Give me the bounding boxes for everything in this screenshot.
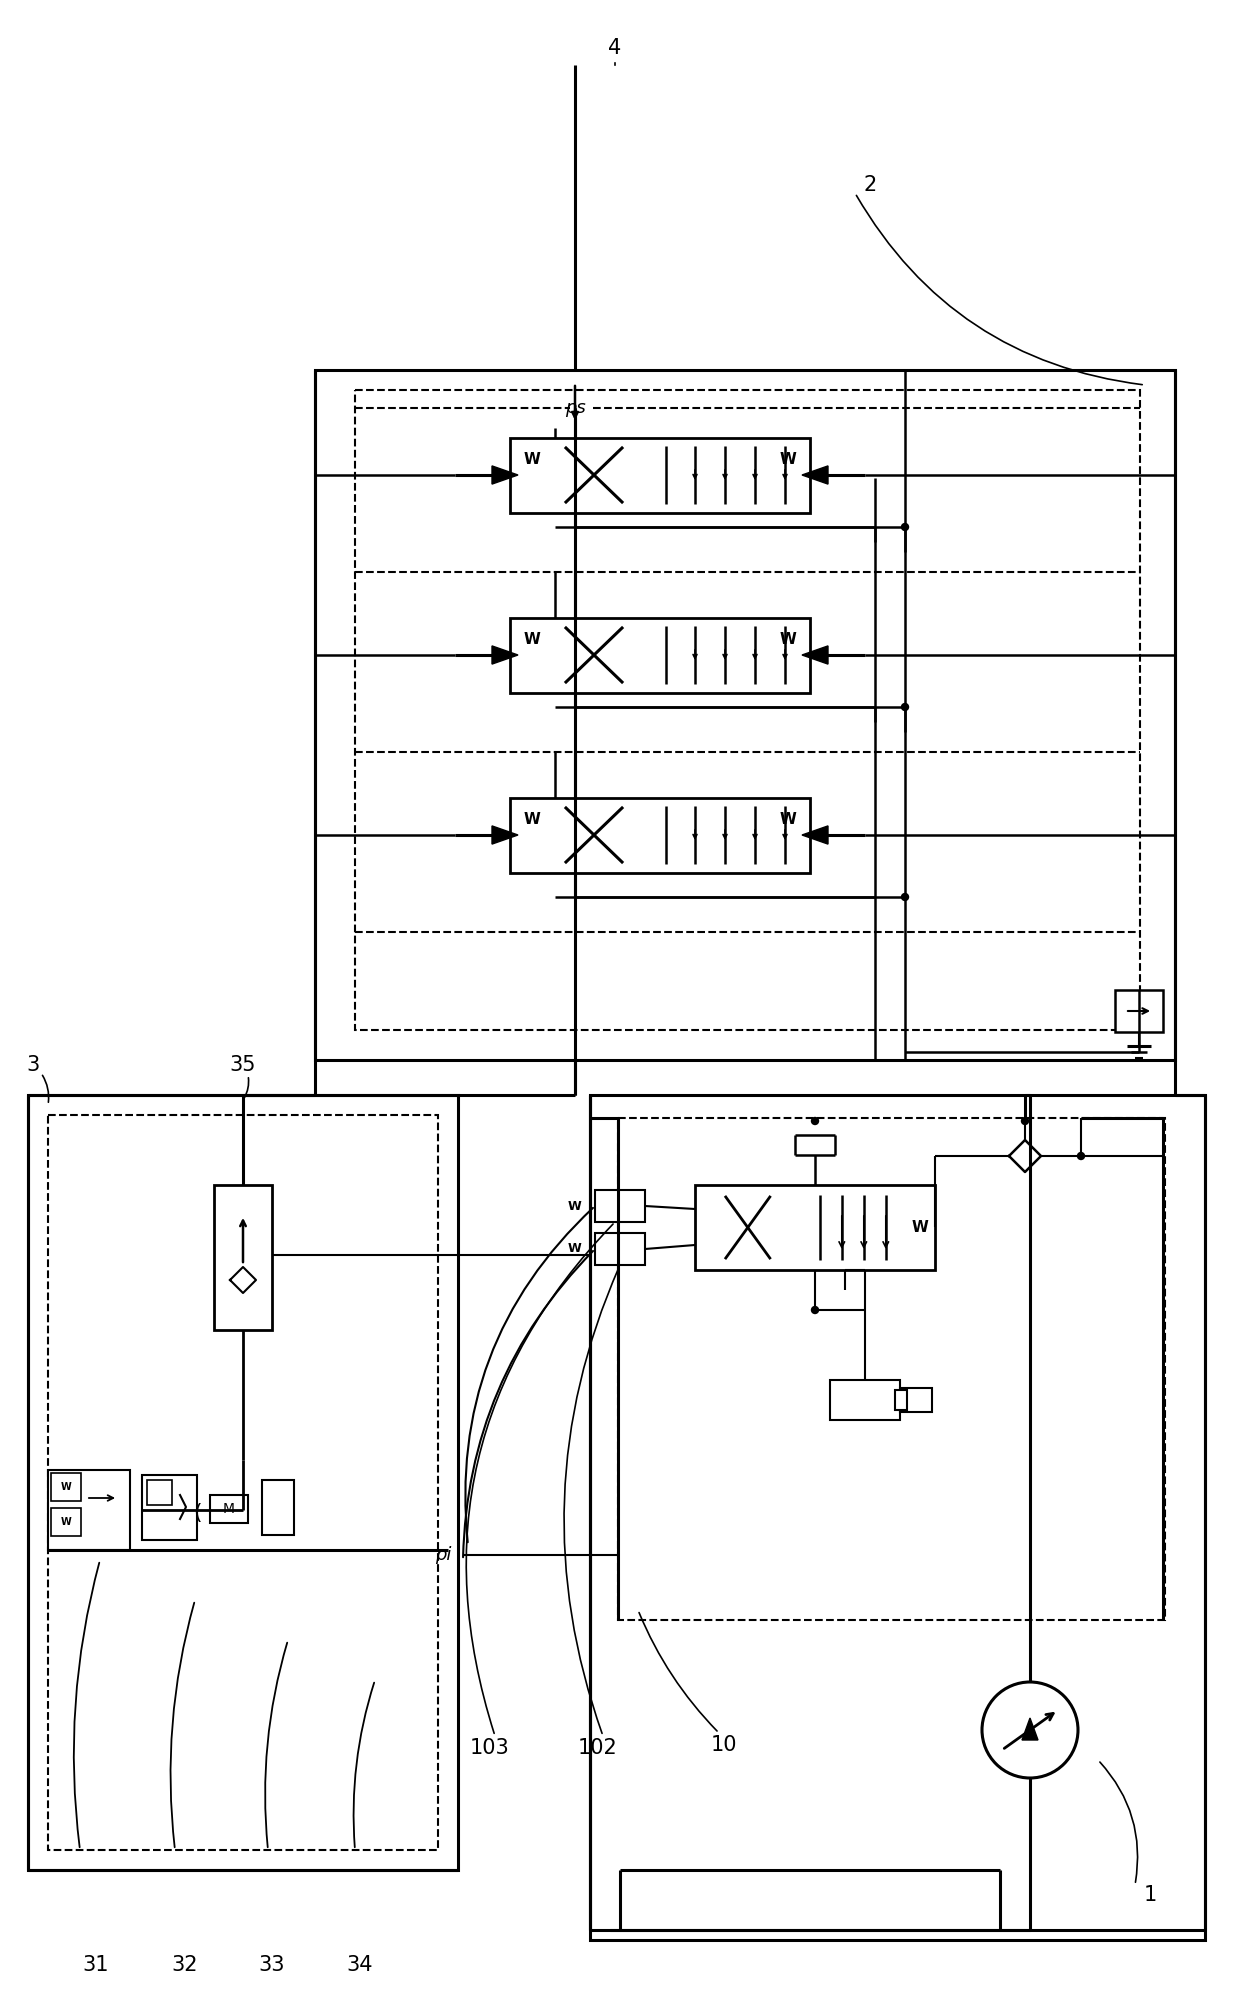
Text: 102: 102 [578, 1739, 618, 1759]
Bar [510, 798, 810, 872]
Text: 35: 35 [229, 1055, 257, 1075]
Text: 10: 10 [711, 1735, 738, 1755]
Bar [355, 390, 1140, 1031]
Bar [595, 1233, 645, 1265]
Text: pi: pi [435, 1547, 451, 1565]
Text: 3: 3 [26, 1055, 40, 1075]
Text: W: W [911, 1219, 929, 1235]
Bar [210, 1495, 248, 1523]
Polygon shape [802, 826, 828, 844]
Text: (: ( [192, 1503, 201, 1523]
Text: W: W [568, 1199, 582, 1213]
Bar [51, 1509, 81, 1537]
Polygon shape [802, 646, 828, 664]
Bar [29, 1095, 458, 1871]
Text: W: W [780, 812, 796, 828]
Bar [830, 1381, 900, 1421]
Polygon shape [1022, 1719, 1038, 1741]
Text: W: W [61, 1483, 72, 1493]
Bar [618, 1119, 1166, 1621]
Text: W: W [780, 632, 796, 648]
Circle shape [1078, 1153, 1085, 1159]
Circle shape [901, 704, 909, 710]
Bar [1115, 990, 1163, 1033]
Bar [148, 1481, 172, 1505]
Text: 2: 2 [863, 174, 877, 194]
Circle shape [901, 894, 909, 900]
Text: 1: 1 [1143, 1885, 1157, 1905]
Bar [215, 1185, 272, 1331]
Bar [510, 438, 810, 512]
Bar [48, 1471, 130, 1551]
Text: ps: ps [564, 398, 585, 416]
Polygon shape [802, 466, 828, 484]
Bar [315, 370, 1176, 1061]
Polygon shape [492, 646, 518, 664]
Text: W: W [523, 452, 541, 468]
Text: W: W [780, 452, 796, 468]
Bar [510, 618, 810, 692]
Text: 31: 31 [83, 1955, 109, 1975]
Text: M: M [223, 1503, 236, 1517]
Bar [694, 1185, 935, 1271]
Text: W: W [523, 632, 541, 648]
Circle shape [811, 1117, 818, 1125]
Circle shape [1022, 1117, 1028, 1125]
Bar [48, 1115, 438, 1851]
Polygon shape [492, 826, 518, 844]
Polygon shape [492, 466, 518, 484]
Text: 32: 32 [172, 1955, 198, 1975]
Text: W: W [61, 1517, 72, 1527]
Circle shape [811, 1307, 818, 1313]
Text: W: W [568, 1243, 582, 1255]
Bar [262, 1481, 294, 1535]
Bar [895, 1391, 906, 1411]
Circle shape [901, 524, 909, 530]
Text: W: W [523, 812, 541, 828]
Text: 33: 33 [259, 1955, 285, 1975]
Text: 4: 4 [609, 38, 621, 58]
Bar [590, 1095, 1205, 1941]
Bar [900, 1389, 932, 1413]
Text: 103: 103 [470, 1739, 510, 1759]
Text: 34: 34 [347, 1955, 373, 1975]
Bar [51, 1473, 81, 1501]
Bar [143, 1475, 197, 1541]
Bar [595, 1191, 645, 1223]
